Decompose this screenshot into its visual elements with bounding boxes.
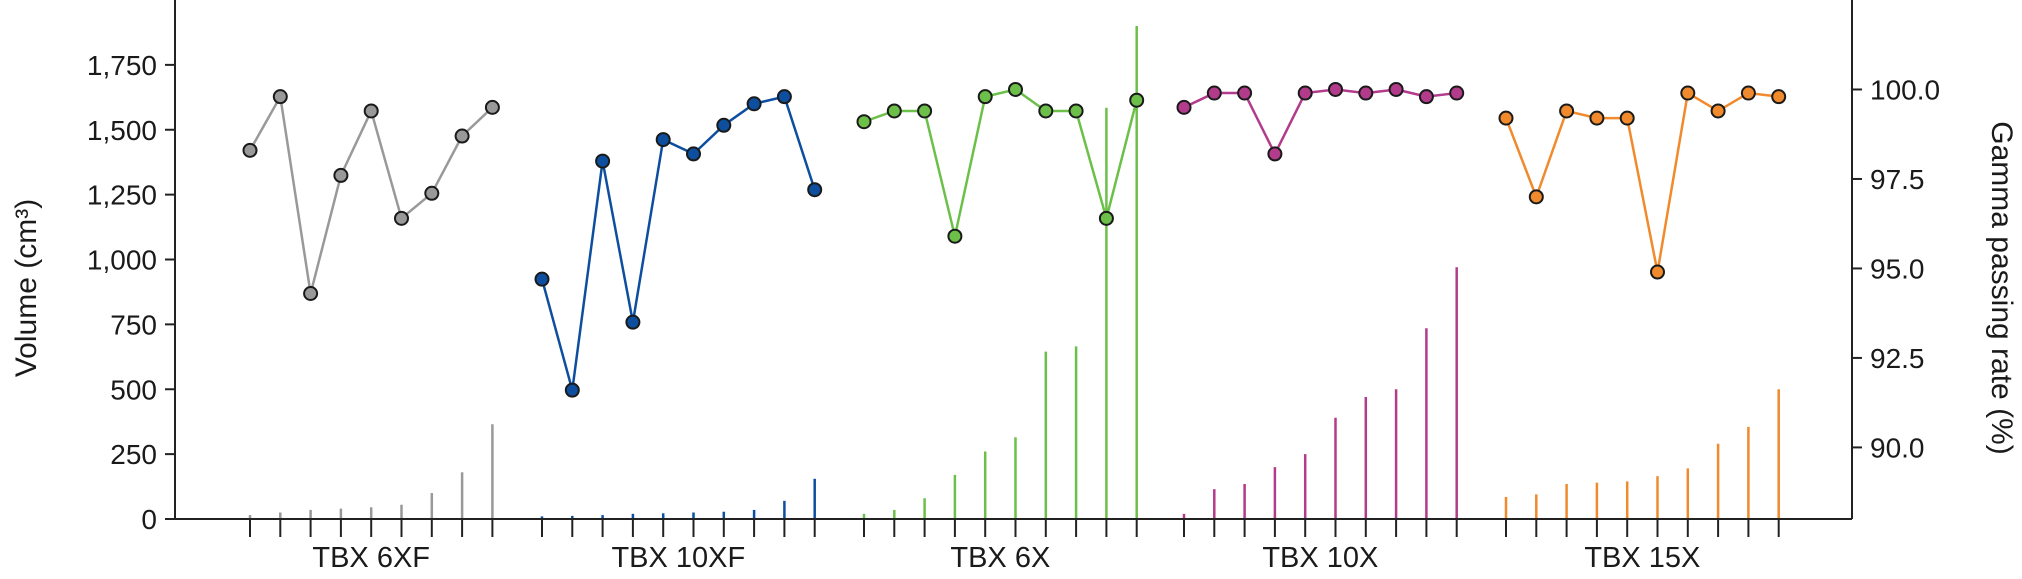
y-axis-right-title: Gamma passing rate (%): [1985, 121, 2018, 454]
gamma-point: [917, 103, 933, 119]
y-right-tick-label: 97.5: [1870, 164, 1925, 195]
gamma-point: [534, 271, 550, 287]
gamma-line: [540, 95, 816, 391]
y-left-tick-label: 1,750: [87, 50, 157, 81]
x-category-label: TBX 10XF: [611, 542, 745, 574]
y-left-tick-label: 1,250: [87, 180, 157, 211]
gamma-point: [947, 228, 963, 244]
gamma-point: [1237, 85, 1253, 101]
gamma-line: [863, 88, 1138, 237]
gamma-point: [1176, 99, 1192, 115]
gamma-point: [716, 117, 732, 133]
x-category-label: TBX 15X: [1584, 542, 1700, 574]
y-right-tick-label: 90.0: [1870, 432, 1925, 463]
gamma-point: [746, 96, 762, 112]
y-right-tick-label: 95.0: [1870, 253, 1925, 284]
gamma-point: [1528, 189, 1544, 205]
y-left-tick-label: 500: [110, 374, 157, 405]
gamma-point: [1559, 103, 1575, 119]
gamma-point: [1680, 85, 1696, 101]
x-category-label: TBX 6X: [950, 542, 1050, 574]
gamma-point: [1008, 81, 1023, 97]
gamma-point: [807, 182, 823, 198]
gamma-point: [1771, 89, 1787, 105]
volume-bars-layer: [248, 25, 1780, 519]
y-right-tick-label: 92.5: [1870, 343, 1925, 374]
gamma-point: [363, 103, 379, 119]
gamma-point: [1619, 110, 1635, 126]
gamma-point: [856, 114, 872, 130]
gamma-point: [1650, 264, 1665, 280]
gamma-point: [333, 167, 349, 183]
gamma-point: [1206, 85, 1222, 101]
y-left-tick-label: 0: [141, 504, 157, 535]
gamma-point: [454, 128, 470, 144]
x-category-label: TBX 10X: [1262, 542, 1378, 574]
gamma-lines-layer: [242, 81, 1787, 398]
gamma-point: [655, 132, 671, 148]
gamma-point: [484, 99, 500, 115]
y-left-tick-label: 1,500: [87, 115, 157, 146]
gamma-point: [1267, 146, 1283, 162]
gamma-point: [1449, 85, 1465, 101]
gamma-point: [595, 153, 611, 169]
gamma-point: [886, 103, 902, 119]
y-left-tick-label: 1,000: [87, 245, 157, 276]
gamma-point: [303, 286, 319, 302]
gamma-point: [424, 185, 440, 201]
gamma-point: [686, 146, 701, 162]
axes-layer: 0 250 500 750 1,000 1,250 1,500 1,750 90.0 92.5 95…: [87, 0, 1940, 574]
gamma-point: [242, 142, 258, 158]
gamma-point: [272, 89, 288, 105]
y-left-tick-label: 250: [110, 439, 157, 470]
gamma-point: [1418, 89, 1434, 105]
gamma-point: [1129, 92, 1145, 108]
gamma-point: [1068, 103, 1084, 119]
y-right-tick-label: 100.0: [1870, 74, 1940, 105]
gamma-point: [1098, 210, 1114, 226]
gamma-point: [776, 89, 792, 105]
gamma-point: [1297, 85, 1313, 101]
gamma-point: [1740, 85, 1756, 101]
y-axis-left-title: Volume (cm³): [10, 199, 43, 377]
gamma-line: [1183, 88, 1457, 157]
gamma-point: [1038, 103, 1054, 119]
gamma-line: [1504, 91, 1779, 273]
gamma-point: [1358, 85, 1374, 101]
gamma-point: [1328, 81, 1343, 97]
gamma-line: [248, 92, 494, 294]
gamma-point: [1498, 110, 1514, 126]
gamma-point: [1388, 81, 1404, 97]
gamma-point: [1710, 103, 1726, 119]
gamma-point: [394, 210, 409, 226]
gamma-point: [625, 314, 641, 330]
gamma-point: [977, 89, 993, 105]
gamma-point: [564, 382, 580, 398]
y-left-tick-label: 750: [110, 309, 157, 340]
gamma-point: [1589, 110, 1605, 126]
x-category-label: TBX 6XF: [312, 542, 430, 574]
